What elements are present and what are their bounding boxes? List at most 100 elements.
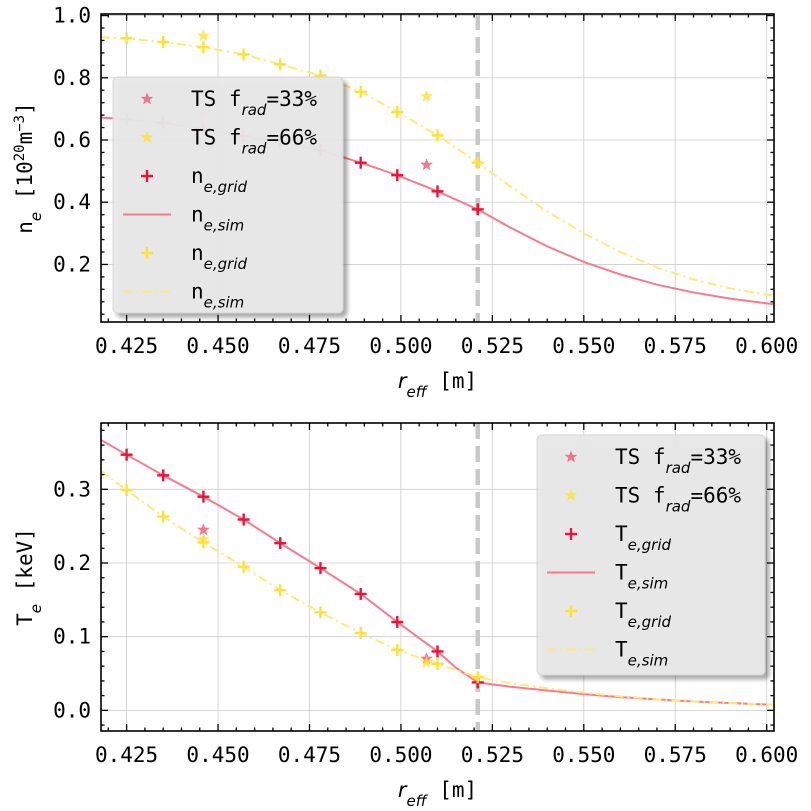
y-tick-label: 0.8: [53, 66, 91, 90]
legend-label: Te,grid: [615, 522, 672, 554]
legend-handle: [140, 130, 154, 144]
legend-label-part: n: [191, 280, 204, 304]
legend-box: [112, 76, 344, 314]
y-axis-label-part: 20: [12, 144, 28, 161]
legend-entry: TS frad=66%: [564, 484, 741, 516]
legend-entry: ne,sim: [123, 280, 244, 312]
data-point-2: [120, 448, 133, 461]
x-tick-label: 0.475: [278, 334, 341, 358]
x-axis-label: reff [m]: [398, 778, 477, 810]
data-point-4: [354, 85, 367, 98]
y-tick-label: 0.6: [53, 128, 91, 152]
legend-label-part: n: [191, 203, 204, 227]
y-axis-label-part: ]: [13, 102, 37, 115]
legend-label: Te,grid: [615, 599, 672, 631]
data-point-0: [420, 158, 434, 171]
legend-label-part: e,grid: [628, 536, 672, 554]
data-point-4: [197, 536, 210, 549]
y-tick-label: 0.1: [53, 625, 91, 649]
data-point-0: [196, 522, 210, 536]
legend-handle: [564, 488, 578, 502]
data-point-4: [197, 41, 210, 54]
x-axis-label: reff [m]: [398, 369, 477, 401]
legend-entry: ne,sim: [123, 203, 244, 235]
y-tick-label: 0.0: [53, 698, 91, 722]
y-tick-label: 0.2: [53, 551, 91, 575]
y-axis-label-group: ne [1020m−3]: [12, 102, 45, 234]
legend: TS frad=33%TS frad=66%ne,gridne,simne,gr…: [112, 76, 344, 314]
y-tick-label: 0.4: [53, 190, 91, 214]
y-axis-label-part: T: [13, 613, 37, 626]
legend-label-part: =66%: [690, 484, 741, 508]
legend-entry: Te,grid: [565, 522, 672, 554]
data-point-4: [157, 510, 170, 523]
data-point-4: [274, 584, 287, 597]
data-point-4: [314, 606, 327, 619]
data-point-2: [274, 537, 287, 550]
y-tick-label: 0.2: [53, 252, 91, 276]
legend-label: ne,grid: [191, 241, 248, 273]
legend-label-part: e,sim: [628, 652, 669, 670]
legend-label-part: n: [191, 241, 204, 265]
legend-label-part: TS f: [191, 126, 242, 150]
legend-label: TS frad=66%: [615, 484, 741, 516]
x-tick-label: 0.525: [461, 743, 524, 767]
y-axis-label-group: Te [keV]: [13, 528, 45, 626]
y-tick-label: 0.3: [53, 477, 91, 501]
x-tick-label: 0.550: [552, 334, 615, 358]
y-axis-label: ne [1020m−3]: [12, 102, 45, 234]
y-axis-label-part: e: [27, 604, 45, 613]
data-point-4: [237, 48, 250, 61]
legend-label: ne,sim: [191, 203, 244, 235]
y-tick-label: 1.0: [53, 4, 91, 28]
data-point-4: [391, 106, 404, 118]
ticks: [101, 14, 774, 322]
x-axis-label-part: r: [398, 778, 408, 802]
y-axis-label-part: n: [13, 221, 37, 234]
data-point-4: [120, 484, 133, 497]
legend-label: Te,sim: [615, 638, 668, 670]
legend-label-part: rad: [242, 140, 267, 158]
data-point-2: [354, 587, 367, 600]
data-point-4: [274, 58, 287, 71]
density-panel: 0.425 0.450 0.475 0.500 0.525 0.550 0.575 0.600…: [12, 4, 798, 401]
data-point-2: [354, 156, 367, 169]
legend-label-part: T: [615, 638, 628, 662]
legend-label: ne,grid: [191, 164, 248, 196]
x-axis-label-part: [m]: [427, 369, 478, 393]
legend-entry: ne,grid: [141, 164, 248, 196]
legend-label-part: =33%: [266, 87, 317, 111]
legend-label-part: e,grid: [204, 255, 248, 273]
legend-label: ne,sim: [191, 280, 244, 312]
x-tick-label: 0.425: [95, 334, 158, 358]
data-point-1: [420, 655, 434, 669]
legend-label: Te,sim: [615, 561, 668, 593]
data-point-4: [471, 156, 484, 169]
data-point-1: [196, 28, 210, 42]
data-point-2: [157, 469, 170, 482]
data-point-2: [431, 645, 444, 658]
data-point-2: [197, 490, 210, 503]
legend-entry: TS frad=33%: [564, 445, 741, 477]
data-point-4: [431, 657, 444, 670]
legend-label-part: =66%: [266, 126, 317, 150]
legend-label-part: e,grid: [628, 613, 672, 631]
x-tick-label: 0.500: [369, 743, 432, 767]
x-axis-label-part: eff: [407, 383, 429, 401]
legend-entry: Te,sim: [547, 561, 668, 593]
data-point-4: [471, 671, 484, 684]
ticks: [101, 423, 774, 731]
data-point-1: [420, 89, 434, 102]
data-point-2: [471, 203, 484, 216]
legend-handle: [565, 605, 577, 617]
data-point-4: [431, 129, 444, 142]
y-axis-label-part: m: [13, 132, 37, 145]
data-point-4: [354, 627, 367, 639]
legend-label-part: =33%: [690, 445, 741, 469]
data-point-2: [431, 185, 444, 198]
legend-label-part: e,grid: [204, 178, 248, 196]
legend: TS frad=33%TS frad=66%Te,gridTe,simTe,gr…: [536, 434, 766, 676]
legend-entry: TS frad=33%: [140, 87, 317, 119]
legend-handle: [565, 528, 577, 540]
